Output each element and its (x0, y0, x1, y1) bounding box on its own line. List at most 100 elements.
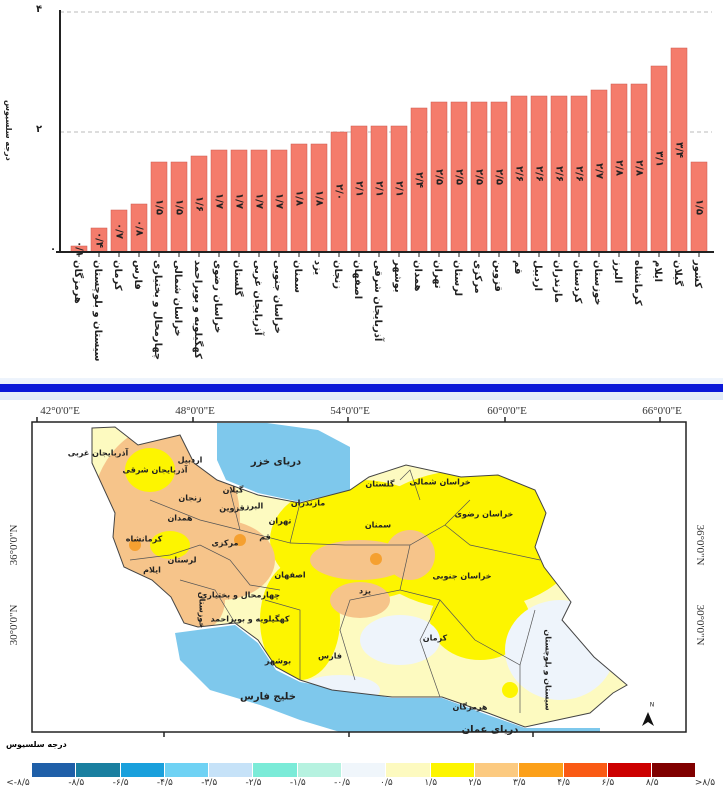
legend-label: <-۸/۵ (6, 778, 30, 788)
x-tick-label: اصفهان (352, 260, 363, 300)
legend-label: ۶/۵ (601, 778, 615, 788)
north-label: N (649, 701, 655, 709)
x-tick-label: کهگیلویه و بویراحمد (192, 260, 203, 359)
data-label: ۲/۱ (373, 181, 385, 197)
x-tick-label: کشور (692, 260, 703, 289)
map-frame-border (31, 421, 687, 733)
x-tick-label: قم (512, 260, 523, 275)
x-tick-label: هرمزگان (72, 260, 83, 304)
legend-label: -۳/۵ (201, 778, 218, 788)
data-label: ۰/۱ (73, 241, 85, 257)
data-label: ۲/۶ (573, 166, 585, 182)
latitude-label: 30°0'0"N (694, 604, 706, 646)
data-label: ۲/۸ (633, 160, 645, 176)
x-tick-label: البرز (612, 260, 623, 284)
province-label: خراسان رضوی (454, 509, 514, 519)
data-label: ۲/۱ (353, 181, 365, 197)
legend-swatch (563, 763, 608, 777)
y-tick-label: ۰ (50, 244, 57, 255)
province-label: قم (259, 532, 271, 542)
x-tick-label: مرکزی (472, 260, 483, 294)
data-label: ۱/۷ (233, 193, 245, 209)
data-label: ۰/۸ (133, 220, 145, 236)
data-label: ۲/۴ (413, 172, 425, 188)
map-ticks (36, 417, 661, 737)
x-tick-label: بوشهر (392, 260, 403, 293)
data-label: ۱/۵ (173, 199, 185, 215)
province-label: لرستان (167, 555, 197, 565)
x-tick-label: آذربایجان غربی (252, 260, 263, 336)
legend-label: ۸/۵ (645, 778, 659, 788)
province-label: بوشهر (264, 656, 292, 666)
x-tick-label: آذربایجان شرقی (372, 260, 383, 342)
province-label: آذربایجان شرقی (122, 465, 188, 475)
province-label: کرمان (422, 633, 448, 643)
province-label: سمنان (364, 520, 392, 530)
data-label: ۲/۱ (393, 181, 405, 197)
data-label: ۱/۵ (693, 199, 705, 215)
legend-swatch (120, 763, 165, 777)
legend-swatch (209, 763, 254, 777)
x-tick-label: چهارمحال و بختیاری (152, 260, 163, 361)
province-label: قزوین (219, 503, 245, 513)
province-label: چهارمحال و بختیاری (199, 590, 281, 600)
data-label: ۲/۵ (473, 169, 485, 185)
province-label: فارس (318, 651, 342, 661)
legend-label: >۸/۵ (694, 778, 716, 788)
legend-swatch (652, 763, 697, 777)
x-tick-label: زنجان (332, 260, 343, 290)
x-tick-label: سیستان و بلوچستان (92, 260, 103, 362)
data-label: ۲/۵ (453, 169, 465, 185)
province-label: البرز (244, 501, 264, 511)
data-label: ۳/۴ (673, 142, 685, 158)
data-label: ۲/۶ (513, 166, 525, 182)
y-tick-label: ۲ (36, 124, 43, 135)
data-label: ۱/۸ (313, 190, 325, 206)
legend-label: -۲/۵ (245, 778, 262, 788)
legend-swatch (342, 763, 387, 777)
province-label: خراسان جنوبی (432, 571, 492, 581)
x-tick-label: یزد (312, 260, 323, 276)
legend-label: ۳/۵ (512, 778, 526, 788)
province-label: خوزستان (197, 591, 207, 629)
x-tick-label: تهران (432, 260, 443, 289)
data-label: ۲/۶ (553, 166, 565, 182)
province-label: سیستان و بلوچستان (543, 629, 553, 711)
legend-swatch (76, 763, 121, 777)
province-label: ایلام (143, 565, 161, 575)
y-axis-label: درجه سلسیوس (4, 100, 13, 161)
x-tick-label: لرستان (452, 260, 463, 297)
x-tick-label: خراسان جنوبی (272, 260, 283, 334)
legend-swatch (519, 763, 564, 777)
longitude-label: 48°0'0"E (175, 405, 215, 417)
legend-swatch (474, 763, 520, 777)
province-label: گلستان (365, 479, 395, 489)
legend-swatch (164, 763, 210, 777)
chart-plot-area (56, 10, 714, 257)
legend-label: -۱/۵ (289, 778, 306, 788)
data-label: ۲/۵ (433, 169, 445, 185)
data-label: ۰/۷ (113, 223, 125, 239)
legend-label: ۰/۵ (380, 778, 393, 788)
bar-chart: ۴ ۲ ۰ درجه سلسیوس ۰/۱ هرمزگان ۰/۴ سیستان و … (0, 0, 723, 380)
longitude-label: 60°0'0"E (487, 405, 527, 417)
province-label: هرمزگان (452, 702, 488, 712)
data-label: ۲/۷ (593, 163, 605, 179)
x-tick-label: همدان (412, 260, 423, 292)
x-tick-label: خراسان شمالی (172, 260, 183, 337)
x-tick-label: خوزستان (592, 260, 603, 306)
province-label: مازندران (290, 498, 326, 508)
x-tick-label: سمنان (292, 260, 303, 293)
data-label: ۱/۶ (193, 196, 205, 212)
data-label: ۱/۷ (213, 193, 225, 209)
data-label: ۲/۵ (493, 169, 505, 185)
data-label: ۱/۷ (253, 193, 265, 209)
x-tick-label: اردبیل (532, 260, 543, 292)
x-tick-label: کرمانشاه (632, 260, 643, 306)
x-tick-label: کرمان (112, 260, 123, 291)
legend-label: -۰/۵ (334, 778, 351, 788)
legend-swatch (253, 763, 298, 777)
data-label: ۲/۸ (613, 160, 625, 176)
data-label: ۰/۴ (93, 232, 105, 248)
